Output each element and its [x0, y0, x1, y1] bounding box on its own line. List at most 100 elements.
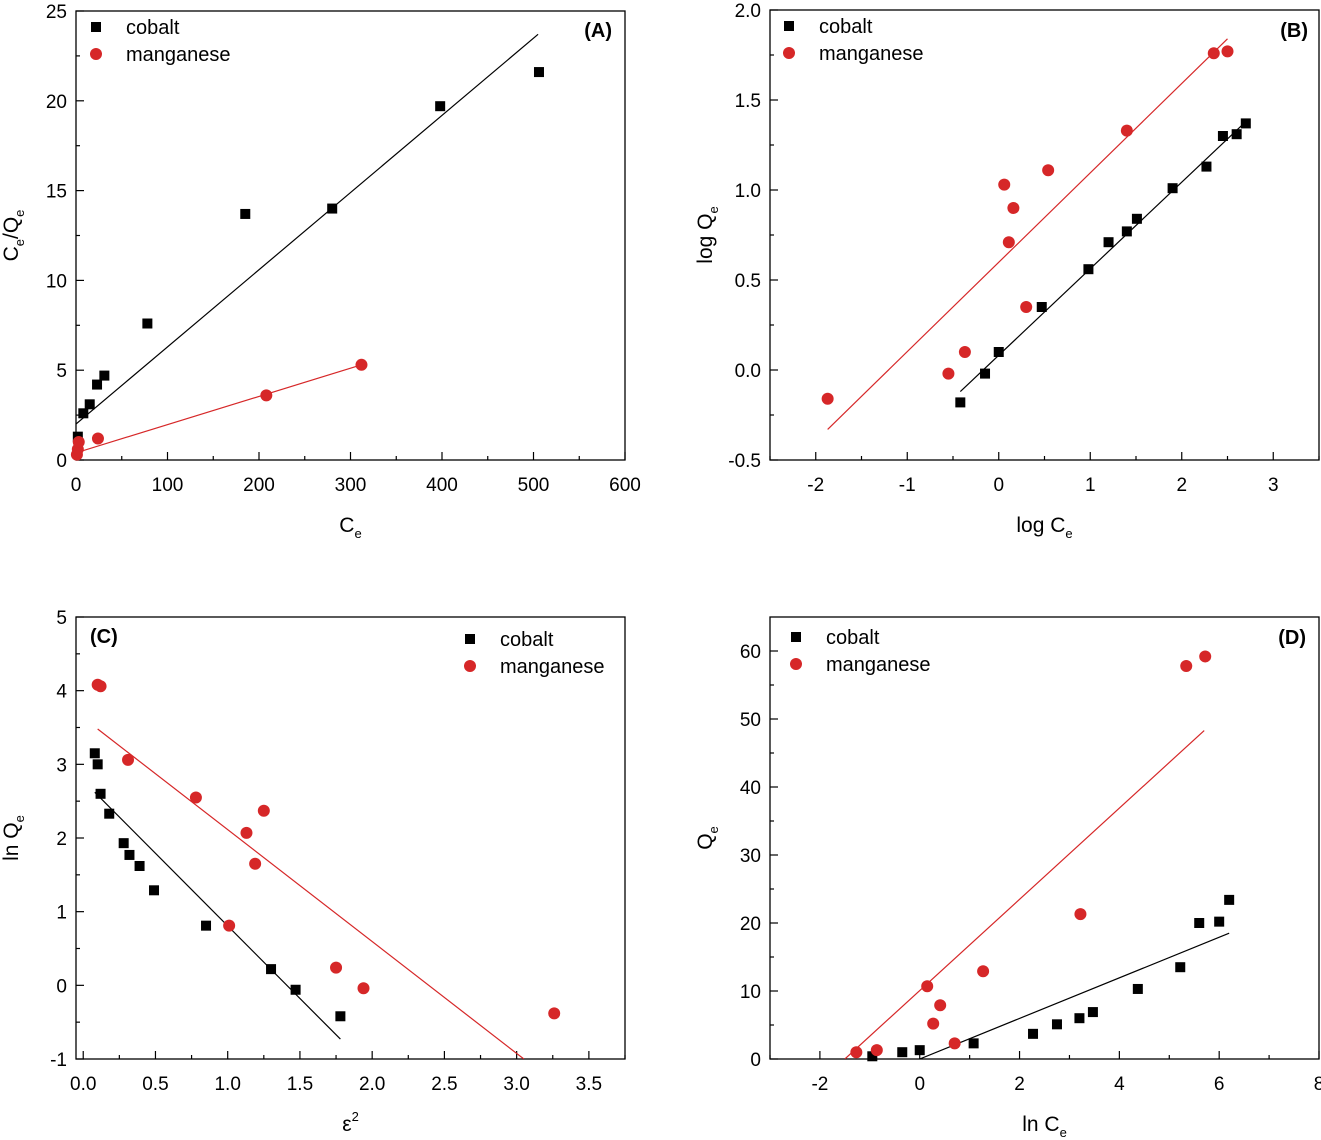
y-tick-label: 0.0 [735, 361, 761, 382]
legend-label-cobalt: cobalt [126, 17, 180, 39]
panel-tag: (C) [90, 626, 118, 648]
x-tick-label: 100 [152, 475, 184, 496]
legend-marker-cobalt [465, 634, 475, 644]
data-point-manganese [260, 389, 273, 402]
data-point-manganese [998, 178, 1011, 191]
chart-panel-C: 0.0 0.5 1.0 1.5 2.0 2.5 3.0 3.5 -1 0 1 2 3 4 5 ε2 ln Qe c… [0, 608, 626, 1136]
data-point-manganese [942, 367, 955, 380]
y-tick-label: 20 [46, 92, 67, 113]
y-tick-label: 1 [56, 903, 67, 924]
data-point-cobalt [993, 347, 1004, 357]
data-point-cobalt [327, 203, 338, 214]
x-tick-label: 2.5 [431, 1074, 457, 1095]
x-tick-label: 300 [335, 475, 367, 496]
panel-tag: (B) [1280, 20, 1308, 42]
data-point-cobalt [1083, 264, 1094, 275]
legend: cobalt manganese [790, 627, 931, 676]
x-tick-label: 1 [1085, 475, 1096, 496]
legend: cobalt manganese [783, 16, 924, 65]
data-point-cobalt [867, 1051, 878, 1062]
y-tick-label: 25 [46, 2, 67, 23]
legend-label-manganese: manganese [126, 44, 231, 66]
data-point-manganese [1074, 908, 1087, 921]
data-point-cobalt [1051, 1019, 1062, 1030]
data-point-cobalt [1240, 118, 1251, 129]
data-point-cobalt [1028, 1028, 1039, 1039]
fit-line-manganese [97, 728, 525, 1059]
data-point-manganese [870, 1044, 883, 1057]
data-point-manganese [1007, 202, 1020, 214]
data-point-manganese [921, 980, 934, 993]
series-cobalt [867, 894, 1235, 1062]
data-point-cobalt [124, 849, 135, 860]
data-point-cobalt [118, 838, 129, 849]
y-tick-label: 2.0 [735, 1, 761, 22]
data-point-manganese [223, 919, 236, 932]
y-tick-label: 1.5 [735, 91, 761, 112]
plot-frame [769, 9, 1320, 461]
series-cobalt [89, 748, 346, 1040]
series-manganese [821, 38, 1234, 430]
data-point-manganese [850, 1046, 863, 1059]
y-tick-label: 3 [56, 755, 67, 776]
x-tick-label: 0.0 [70, 1074, 96, 1095]
legend: cobalt manganese [90, 17, 231, 66]
data-point-cobalt [914, 1045, 925, 1056]
data-point-manganese [330, 961, 343, 974]
x-tick-label: -2 [807, 475, 824, 496]
data-point-cobalt [1103, 237, 1114, 248]
y-tick-label: 5 [56, 608, 67, 629]
panel-tag: (D) [1278, 627, 1306, 649]
data-point-cobalt [1167, 183, 1178, 194]
plot-frame [75, 616, 626, 1060]
plot-frame [769, 616, 1320, 1060]
x-tick-label: 400 [426, 475, 458, 496]
y-axis-title: Ce/Qe [0, 210, 27, 262]
data-point-manganese [977, 965, 990, 978]
data-point-cobalt [1224, 894, 1235, 905]
x-tick-label: 3.0 [503, 1074, 529, 1095]
x-tick-label: 3 [1268, 475, 1279, 496]
data-point-cobalt [95, 788, 106, 799]
x-tick-label: 500 [518, 475, 550, 496]
data-point-cobalt [84, 399, 95, 410]
legend: cobalt manganese [464, 629, 605, 678]
plot-frame [75, 10, 626, 461]
x-tick-label: 2 [1014, 1074, 1025, 1095]
y-tick-label: 60 [740, 642, 761, 663]
data-point-manganese [91, 432, 104, 445]
series-manganese [91, 678, 561, 1059]
fit-line-cobalt [959, 121, 1247, 393]
y-tick-label: 1.0 [735, 181, 761, 202]
data-point-manganese [821, 392, 834, 405]
y-tick-label: 5 [56, 361, 67, 382]
series-cobalt [955, 118, 1251, 408]
y-tick-label: 10 [740, 982, 761, 1003]
data-point-manganese [927, 1017, 940, 1030]
y-tick-label: 20 [740, 914, 761, 935]
data-point-manganese [240, 826, 253, 839]
y-tick-label: 10 [46, 271, 67, 292]
legend-label-manganese: manganese [819, 43, 924, 65]
data-point-cobalt [533, 67, 544, 78]
data-point-cobalt [266, 964, 277, 975]
legend-marker-manganese [464, 660, 476, 672]
fit-line-manganese [827, 38, 1228, 430]
data-point-cobalt [1074, 1013, 1085, 1024]
x-tick-label: -1 [899, 475, 916, 496]
x-tick-label: 0.5 [142, 1074, 168, 1095]
data-point-manganese [948, 1037, 961, 1050]
x-tick-label: 2 [1176, 475, 1187, 496]
fit-line-cobalt [919, 932, 1230, 1059]
chart-panel-B: -2 -1 0 1 2 3 -0.5 0.0 0.5 1.0 1.5 2.0 log Ce log Qe c… [694, 1, 1320, 541]
legend-marker-manganese [783, 47, 795, 59]
legend-marker-cobalt [784, 21, 794, 31]
data-point-cobalt [968, 1038, 979, 1049]
data-point-manganese [1120, 124, 1133, 137]
data-point-manganese [1180, 659, 1193, 672]
data-point-manganese [1207, 47, 1220, 60]
data-point-cobalt [1231, 129, 1242, 140]
x-tick-label: 1.0 [214, 1074, 240, 1095]
legend-label-manganese: manganese [826, 654, 931, 676]
